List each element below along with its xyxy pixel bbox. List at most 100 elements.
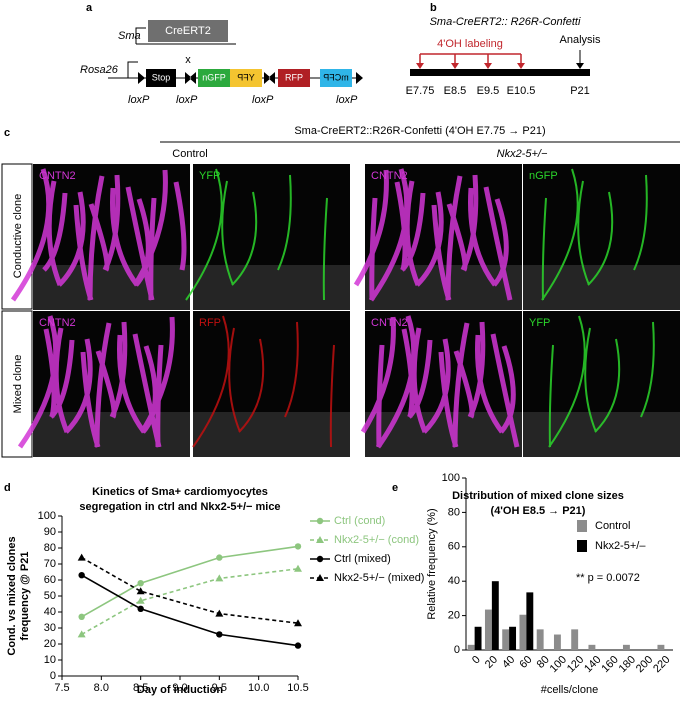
point <box>136 596 145 604</box>
panel-a: a Sma CreERT2 x Rosa26 Stop nGFP YFP RFP… <box>80 2 363 106</box>
annotation: ** p = 0.0072 <box>576 572 640 584</box>
bar <box>491 581 499 650</box>
y-tick-label: 40 <box>44 606 56 618</box>
loxp-label: loxP <box>128 94 150 106</box>
bar <box>502 629 510 650</box>
panel-title: Sma-CreERT2:: R26R-Confetti <box>430 16 581 28</box>
panel-title: Sma-CreERT2::R26R-Confetti (4'OH E7.75 →… <box>294 125 545 137</box>
panel-b: b Sma-CreERT2:: R26R-Confetti 4'OH label… <box>406 2 601 97</box>
panel-label: e <box>392 482 398 494</box>
y-tick-label: 90 <box>44 526 56 538</box>
loxp-label: loxP <box>176 94 198 106</box>
y-tick-label: 100 <box>38 510 56 522</box>
x-tick-label: 10.0 <box>248 682 269 694</box>
cassette <box>146 69 176 87</box>
point <box>215 609 224 617</box>
x-tick-label: 20 <box>483 654 500 671</box>
legend-swatch <box>577 540 587 552</box>
y-tick-label: 0 <box>454 644 460 656</box>
bar <box>526 592 534 650</box>
fibers <box>541 168 648 301</box>
x-tick-label: 8.5 <box>133 682 148 694</box>
floor-grid <box>523 412 680 457</box>
channel-label: YFP <box>199 170 220 182</box>
chart-title: Kinetics of Sma+ cardiomyocytes <box>92 486 268 498</box>
labeling-label: 4'OH labeling <box>437 38 503 50</box>
channel-label: YFP <box>529 317 550 329</box>
y-tick-label: 40 <box>448 575 460 587</box>
fibers <box>10 168 187 302</box>
fibers <box>17 315 175 449</box>
point <box>294 642 302 649</box>
y-axis-label: Cond. vs mixed clones <box>6 536 18 655</box>
bar <box>536 629 544 650</box>
legend-marker <box>316 555 324 563</box>
point <box>77 553 86 561</box>
x-tick-label: 0 <box>470 654 483 667</box>
line <box>81 545 299 618</box>
legend-swatch <box>577 520 587 532</box>
promoter-arrow <box>135 27 146 44</box>
legend-label: Nkx2-5+/– <box>595 540 646 552</box>
panel-c: c Sma-CreERT2::R26R-Confetti (4'OH E7.75… <box>1 125 680 458</box>
legend-marker <box>316 536 324 543</box>
chart-title: (4'OH E8.5 → P21) <box>491 505 586 517</box>
timepoint: E10.5 <box>507 85 536 97</box>
cassette-label: nGFP <box>202 72 226 82</box>
y-tick-label: 20 <box>448 610 460 622</box>
legend-marker <box>316 517 324 525</box>
floor-grid <box>33 412 190 457</box>
floor-grid <box>193 412 350 457</box>
point <box>216 554 223 561</box>
line <box>81 574 299 647</box>
panel-label: b <box>430 2 437 14</box>
arrow-head <box>416 63 525 69</box>
chart-title: segregation in ctrl and Nkx2-5+/− mice <box>79 501 280 513</box>
cassette-label: RFP <box>285 72 303 82</box>
fibers <box>360 315 520 449</box>
y-tick-label: 80 <box>448 506 460 518</box>
bar <box>588 644 596 650</box>
channel-label: nGFP <box>529 170 558 182</box>
timepoint: E7.75 <box>406 85 435 97</box>
row-box <box>1 310 33 458</box>
legend-label: Ctrl (cond) <box>334 515 385 527</box>
legend-label: Nkx2-5+/− (mixed) <box>334 572 424 584</box>
line <box>81 568 299 636</box>
x-tick-label: 7.5 <box>54 682 69 694</box>
loxp-site <box>138 72 363 84</box>
fibers <box>192 315 335 448</box>
y-tick-label: 50 <box>44 590 56 602</box>
axes <box>61 516 298 677</box>
point <box>78 572 85 579</box>
y-axis-label: frequency @ P21 <box>19 552 31 641</box>
cassette <box>230 69 262 87</box>
floor-grid <box>365 412 522 457</box>
cassette <box>320 69 352 87</box>
row-label: Mixed clone <box>12 355 24 414</box>
point <box>215 574 224 582</box>
bar <box>474 626 482 650</box>
y-tick-label: 0 <box>50 670 56 682</box>
analysis-label: Analysis <box>560 34 601 46</box>
group-label: Nkx2-5+/− <box>497 148 548 160</box>
point <box>136 587 145 595</box>
x-tick-label: 220 <box>651 654 672 675</box>
cassette <box>278 69 310 87</box>
y-tick-label: 80 <box>44 542 56 554</box>
x-tick-label: 10.5 <box>287 682 308 694</box>
row-label: Conductive clone <box>12 194 24 278</box>
arrow-head <box>576 63 584 69</box>
legend-label: Nkx2-5+/− (cond) <box>334 534 419 546</box>
charts: d Kinetics of Sma+ cardiomyocytes segregat… <box>4 472 673 696</box>
y-tick-label: 30 <box>44 622 56 634</box>
labeling-bracket <box>419 53 522 66</box>
floor-grid <box>193 265 350 310</box>
channel-label: CNTN2 <box>39 170 76 182</box>
cassette-label: YFP <box>237 72 255 82</box>
legend-marker <box>316 574 324 581</box>
channel-label: CNTN2 <box>39 317 76 329</box>
panel-label: d <box>4 482 11 494</box>
legend-label: Ctrl (mixed) <box>334 553 391 565</box>
